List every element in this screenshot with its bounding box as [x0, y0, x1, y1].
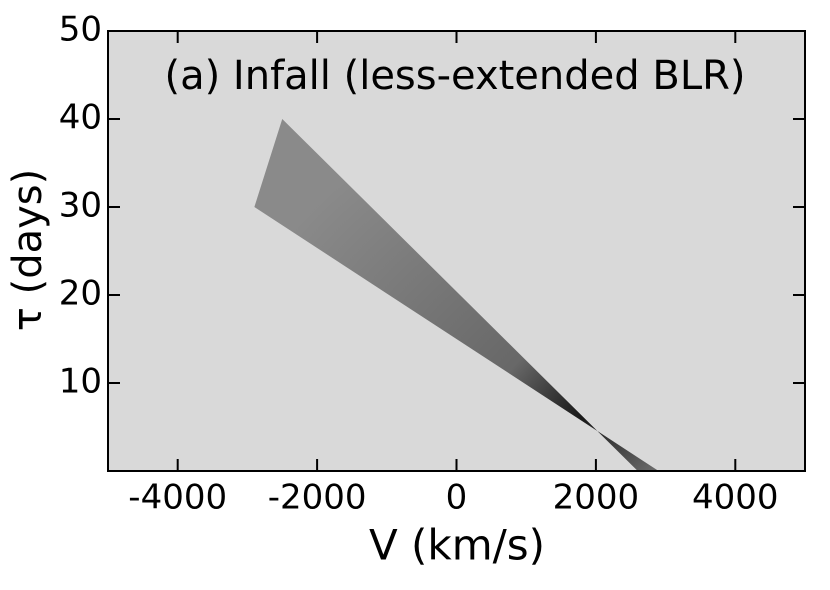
x-tick-label: -2000: [268, 478, 367, 518]
response-shading: [254, 119, 659, 471]
y-tick-label: 50: [59, 10, 102, 50]
x-axis-label: V (km/s): [369, 521, 545, 570]
x-tick-label: 0: [446, 478, 468, 518]
chart-title: (a) Infall (less-extended BLR): [164, 53, 745, 99]
y-tick-label: 40: [59, 98, 102, 138]
x-tick-label: -4000: [128, 478, 227, 518]
y-axis-label: τ (days): [5, 169, 51, 331]
x-tick-label: 4000: [692, 478, 779, 518]
y-tick-label: 30: [59, 186, 102, 226]
plot-background: [108, 31, 805, 471]
y-tick-label: 10: [59, 362, 102, 402]
y-tick-label: 20: [59, 274, 102, 314]
x-tick-label: 2000: [553, 478, 640, 518]
